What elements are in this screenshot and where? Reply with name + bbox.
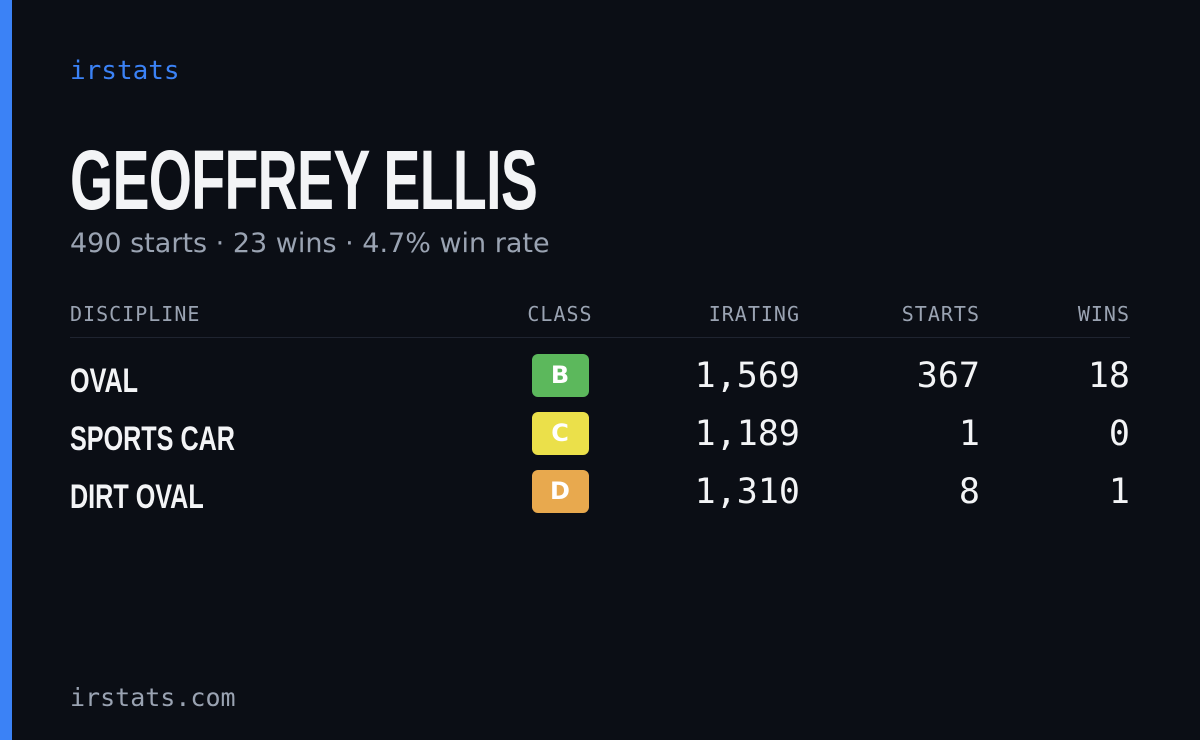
wins: 0 [1108, 414, 1130, 454]
column-header: STARTS [901, 302, 980, 326]
brand: irstats [70, 56, 180, 86]
discipline: DIRT OVAL [70, 478, 204, 516]
starts: 1 [958, 414, 980, 454]
discipline: OVAL [70, 362, 139, 400]
header-rule [70, 337, 1130, 338]
footer: irstats.com [70, 683, 236, 712]
class-badge: B [531, 354, 589, 397]
wins: 18 [1087, 356, 1130, 396]
accent-bar [0, 0, 12, 740]
column-header: WINS [1077, 302, 1130, 326]
starts: 8 [958, 472, 980, 512]
starts: 367 [916, 356, 980, 396]
class-badge: C [531, 412, 589, 455]
column-header: CLASS [527, 302, 593, 326]
irating: 1,569 [694, 356, 800, 396]
class-badge: D [531, 470, 589, 513]
summary: 490 starts · 23 wins · 4.7% win rate [70, 228, 550, 259]
driver-name: GEOFFREY ELLIS [70, 133, 538, 227]
wins: 1 [1108, 472, 1130, 512]
column-header: IRATING [708, 302, 800, 326]
discipline: SPORTS CAR [70, 420, 235, 458]
irating: 1,189 [694, 414, 800, 454]
column-header: DISCIPLINE [70, 302, 201, 326]
irating: 1,310 [694, 472, 800, 512]
